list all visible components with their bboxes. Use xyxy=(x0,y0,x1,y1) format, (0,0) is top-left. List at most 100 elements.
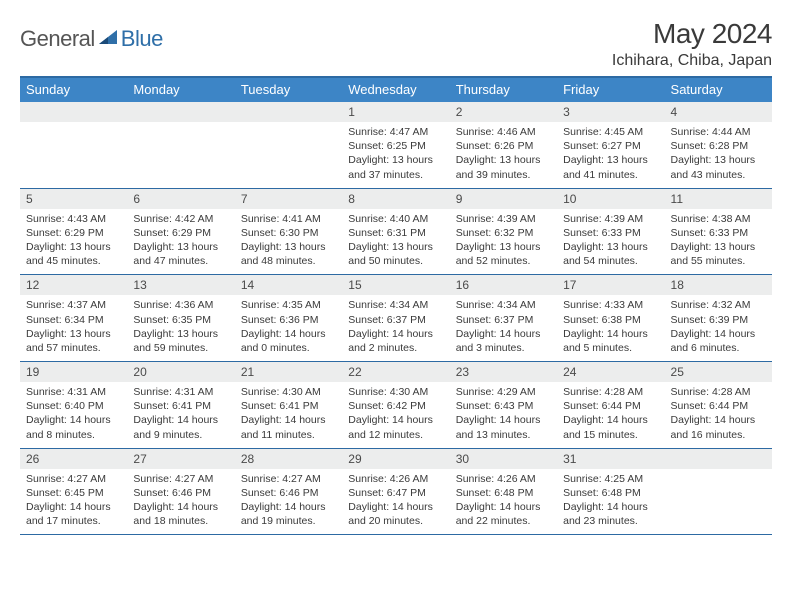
day-cell: 31Sunrise: 4:25 AMSunset: 6:48 PMDayligh… xyxy=(557,448,664,535)
sunset-line: Sunset: 6:25 PM xyxy=(348,139,443,153)
day-number: 22 xyxy=(342,362,449,382)
daylight-line: Daylight: 14 hours and 3 minutes. xyxy=(456,327,551,355)
sunset-line: Sunset: 6:40 PM xyxy=(26,399,121,413)
day-number: 2 xyxy=(450,102,557,122)
dow-friday: Friday xyxy=(557,77,664,102)
day-cell: 24Sunrise: 4:28 AMSunset: 6:44 PMDayligh… xyxy=(557,362,664,449)
day-cell: 19Sunrise: 4:31 AMSunset: 6:40 PMDayligh… xyxy=(20,362,127,449)
sunset-line: Sunset: 6:45 PM xyxy=(26,486,121,500)
day-number: 12 xyxy=(20,275,127,295)
daylight-line: Daylight: 13 hours and 41 minutes. xyxy=(563,153,658,181)
day-number: 28 xyxy=(235,449,342,469)
day-number: 26 xyxy=(20,449,127,469)
dow-wednesday: Wednesday xyxy=(342,77,449,102)
day-data: Sunrise: 4:26 AMSunset: 6:48 PMDaylight:… xyxy=(450,469,557,535)
daylight-line: Daylight: 14 hours and 22 minutes. xyxy=(456,500,551,528)
day-cell: 1Sunrise: 4:47 AMSunset: 6:25 PMDaylight… xyxy=(342,102,449,188)
sunset-line: Sunset: 6:48 PM xyxy=(456,486,551,500)
logo: General Blue xyxy=(20,18,163,52)
page: General Blue May 2024 Ichihara, Chiba, J… xyxy=(0,0,792,535)
sunrise-line: Sunrise: 4:34 AM xyxy=(456,298,551,312)
sunset-line: Sunset: 6:29 PM xyxy=(133,226,228,240)
day-number xyxy=(127,102,234,122)
dow-monday: Monday xyxy=(127,77,234,102)
day-cell: 7Sunrise: 4:41 AMSunset: 6:30 PMDaylight… xyxy=(235,188,342,275)
day-data: Sunrise: 4:41 AMSunset: 6:30 PMDaylight:… xyxy=(235,209,342,275)
day-cell: 13Sunrise: 4:36 AMSunset: 6:35 PMDayligh… xyxy=(127,275,234,362)
dow-saturday: Saturday xyxy=(665,77,772,102)
week-row: 19Sunrise: 4:31 AMSunset: 6:40 PMDayligh… xyxy=(20,362,772,449)
sunset-line: Sunset: 6:36 PM xyxy=(241,313,336,327)
day-data: Sunrise: 4:28 AMSunset: 6:44 PMDaylight:… xyxy=(557,382,664,448)
day-data: Sunrise: 4:42 AMSunset: 6:29 PMDaylight:… xyxy=(127,209,234,275)
day-number: 16 xyxy=(450,275,557,295)
day-number: 20 xyxy=(127,362,234,382)
day-cell: 27Sunrise: 4:27 AMSunset: 6:46 PMDayligh… xyxy=(127,448,234,535)
day-cell: 10Sunrise: 4:39 AMSunset: 6:33 PMDayligh… xyxy=(557,188,664,275)
day-data xyxy=(235,122,342,180)
sunset-line: Sunset: 6:44 PM xyxy=(563,399,658,413)
sunrise-line: Sunrise: 4:42 AM xyxy=(133,212,228,226)
day-data: Sunrise: 4:29 AMSunset: 6:43 PMDaylight:… xyxy=(450,382,557,448)
day-data: Sunrise: 4:30 AMSunset: 6:42 PMDaylight:… xyxy=(342,382,449,448)
day-number: 11 xyxy=(665,189,772,209)
sunrise-line: Sunrise: 4:29 AM xyxy=(456,385,551,399)
sunrise-line: Sunrise: 4:27 AM xyxy=(133,472,228,486)
daylight-line: Daylight: 14 hours and 17 minutes. xyxy=(26,500,121,528)
day-cell: 22Sunrise: 4:30 AMSunset: 6:42 PMDayligh… xyxy=(342,362,449,449)
day-cell: 8Sunrise: 4:40 AMSunset: 6:31 PMDaylight… xyxy=(342,188,449,275)
daylight-line: Daylight: 14 hours and 8 minutes. xyxy=(26,413,121,441)
day-data xyxy=(20,122,127,180)
day-number: 25 xyxy=(665,362,772,382)
logo-text-blue: Blue xyxy=(121,26,163,52)
day-data: Sunrise: 4:30 AMSunset: 6:41 PMDaylight:… xyxy=(235,382,342,448)
day-cell xyxy=(665,448,772,535)
sunrise-line: Sunrise: 4:41 AM xyxy=(241,212,336,226)
day-data: Sunrise: 4:32 AMSunset: 6:39 PMDaylight:… xyxy=(665,295,772,361)
day-cell: 5Sunrise: 4:43 AMSunset: 6:29 PMDaylight… xyxy=(20,188,127,275)
day-number: 15 xyxy=(342,275,449,295)
month-title: May 2024 xyxy=(612,18,772,50)
sunset-line: Sunset: 6:33 PM xyxy=(563,226,658,240)
day-data: Sunrise: 4:26 AMSunset: 6:47 PMDaylight:… xyxy=(342,469,449,535)
day-number: 30 xyxy=(450,449,557,469)
sunrise-line: Sunrise: 4:39 AM xyxy=(563,212,658,226)
daylight-line: Daylight: 14 hours and 5 minutes. xyxy=(563,327,658,355)
day-data: Sunrise: 4:25 AMSunset: 6:48 PMDaylight:… xyxy=(557,469,664,535)
day-data: Sunrise: 4:38 AMSunset: 6:33 PMDaylight:… xyxy=(665,209,772,275)
daylight-line: Daylight: 14 hours and 0 minutes. xyxy=(241,327,336,355)
day-number: 29 xyxy=(342,449,449,469)
daylight-line: Daylight: 14 hours and 19 minutes. xyxy=(241,500,336,528)
sunrise-line: Sunrise: 4:43 AM xyxy=(26,212,121,226)
day-cell xyxy=(235,102,342,188)
sunset-line: Sunset: 6:46 PM xyxy=(241,486,336,500)
sunrise-line: Sunrise: 4:34 AM xyxy=(348,298,443,312)
day-data: Sunrise: 4:43 AMSunset: 6:29 PMDaylight:… xyxy=(20,209,127,275)
daylight-line: Daylight: 14 hours and 9 minutes. xyxy=(133,413,228,441)
sunrise-line: Sunrise: 4:31 AM xyxy=(133,385,228,399)
daylight-line: Daylight: 13 hours and 50 minutes. xyxy=(348,240,443,268)
day-cell: 14Sunrise: 4:35 AMSunset: 6:36 PMDayligh… xyxy=(235,275,342,362)
day-data: Sunrise: 4:45 AMSunset: 6:27 PMDaylight:… xyxy=(557,122,664,188)
day-cell: 3Sunrise: 4:45 AMSunset: 6:27 PMDaylight… xyxy=(557,102,664,188)
day-number: 3 xyxy=(557,102,664,122)
day-number: 21 xyxy=(235,362,342,382)
day-cell xyxy=(20,102,127,188)
day-cell: 11Sunrise: 4:38 AMSunset: 6:33 PMDayligh… xyxy=(665,188,772,275)
day-cell: 9Sunrise: 4:39 AMSunset: 6:32 PMDaylight… xyxy=(450,188,557,275)
day-cell: 6Sunrise: 4:42 AMSunset: 6:29 PMDaylight… xyxy=(127,188,234,275)
day-cell: 28Sunrise: 4:27 AMSunset: 6:46 PMDayligh… xyxy=(235,448,342,535)
daylight-line: Daylight: 14 hours and 2 minutes. xyxy=(348,327,443,355)
day-data: Sunrise: 4:31 AMSunset: 6:41 PMDaylight:… xyxy=(127,382,234,448)
day-data: Sunrise: 4:31 AMSunset: 6:40 PMDaylight:… xyxy=(20,382,127,448)
day-number: 6 xyxy=(127,189,234,209)
day-number: 17 xyxy=(557,275,664,295)
day-cell: 20Sunrise: 4:31 AMSunset: 6:41 PMDayligh… xyxy=(127,362,234,449)
logo-triangle-icon xyxy=(99,28,119,46)
day-data: Sunrise: 4:27 AMSunset: 6:46 PMDaylight:… xyxy=(127,469,234,535)
week-row: 5Sunrise: 4:43 AMSunset: 6:29 PMDaylight… xyxy=(20,188,772,275)
day-data: Sunrise: 4:28 AMSunset: 6:44 PMDaylight:… xyxy=(665,382,772,448)
daylight-line: Daylight: 14 hours and 15 minutes. xyxy=(563,413,658,441)
sunset-line: Sunset: 6:44 PM xyxy=(671,399,766,413)
sunset-line: Sunset: 6:35 PM xyxy=(133,313,228,327)
